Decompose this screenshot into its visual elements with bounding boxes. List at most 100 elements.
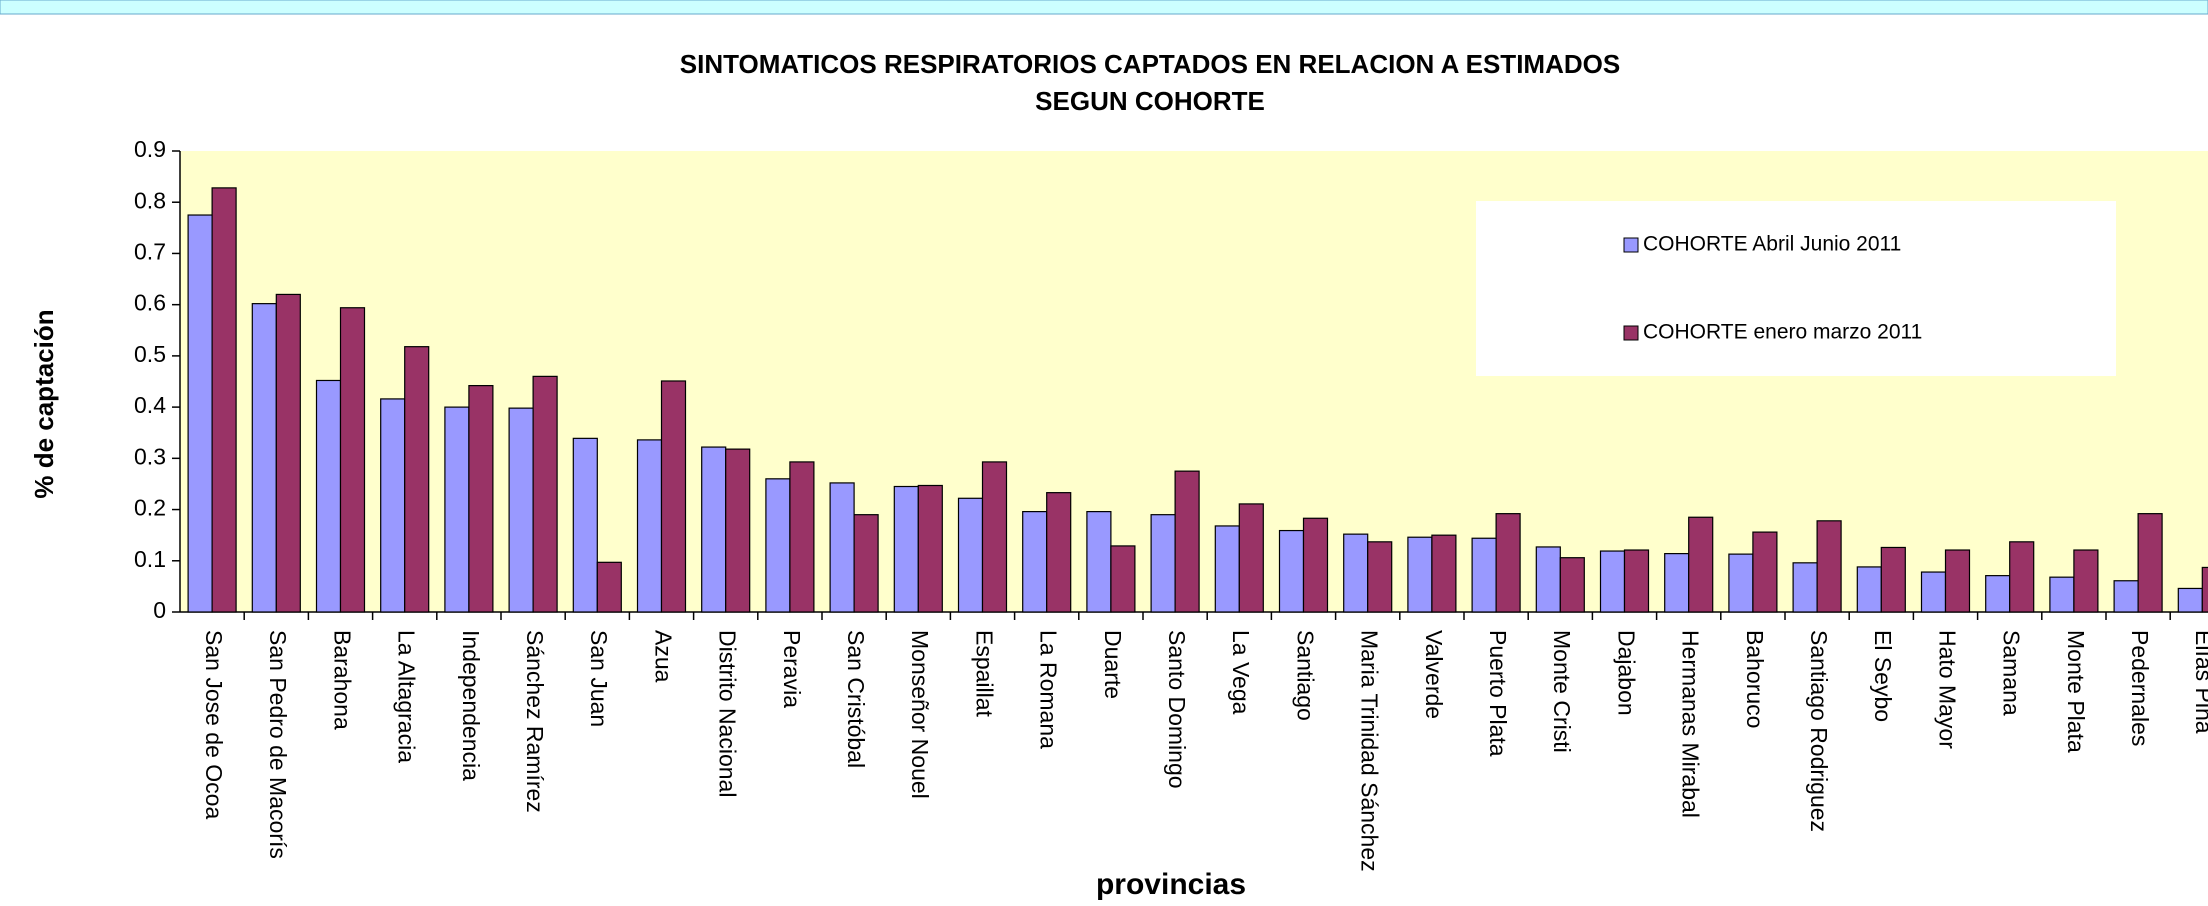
- bar: [1944, 549, 1971, 613]
- bar: [2073, 549, 2099, 613]
- x-tick-label: Santiago Rodriguez: [1806, 630, 1832, 832]
- bar: [1599, 550, 1626, 613]
- x-tick-label: Bahoruco: [1742, 630, 1768, 728]
- bar: [917, 484, 943, 613]
- bar: [789, 461, 815, 613]
- x-tick-label: San Cristóbal: [843, 630, 869, 768]
- x-tick-label: El Seybo: [1870, 630, 1896, 722]
- x-tick-label: Espaillat: [971, 630, 997, 718]
- bar: [1407, 536, 1433, 613]
- bar: [1880, 546, 1906, 613]
- legend-label: COHORTE Abril Junio 2011: [1643, 233, 1901, 256]
- bar: [2137, 513, 2163, 613]
- x-tick-label: San Jose de Ocoa: [201, 630, 227, 819]
- x-axis-title: provincias: [1096, 868, 1246, 901]
- x-tick-label: Hermanas Mirabal: [1678, 630, 1704, 818]
- bar: [251, 303, 277, 613]
- bar: [275, 293, 301, 613]
- bar: [1471, 537, 1497, 613]
- y-tick-label: 0: [153, 597, 166, 623]
- bar: [315, 379, 342, 613]
- y-tick-label: 0.5: [134, 341, 166, 367]
- y-axis-title: % de captación: [29, 309, 59, 498]
- x-tick-label: Sánchez Ramírez: [522, 630, 548, 813]
- bar: [1046, 492, 1072, 613]
- bar: [1920, 571, 1947, 613]
- bar: [1856, 566, 1882, 613]
- x-tick-label: Maria Trinidad Sánchez: [1357, 630, 1383, 872]
- bar: [1495, 513, 1521, 613]
- bar: [508, 407, 534, 613]
- bar: [1664, 553, 1690, 613]
- legend-swatch: [1623, 325, 1639, 341]
- x-tick-label: Monte Cristi: [1549, 630, 1575, 753]
- bar: [572, 437, 598, 613]
- x-tick-label: Santo Domingo: [1164, 630, 1190, 789]
- bar: [596, 561, 622, 613]
- x-tick-label: La Altagracia: [394, 630, 420, 763]
- bar: [1110, 545, 1136, 613]
- x-tick-label: Monseñor Nouel: [907, 630, 933, 799]
- bar: [468, 384, 494, 613]
- bar: [2009, 541, 2035, 613]
- bar: [211, 187, 237, 613]
- bar: [339, 307, 366, 613]
- bar: [701, 446, 727, 613]
- bar: [957, 497, 984, 613]
- bar: [1150, 514, 1176, 613]
- bar: [981, 461, 1008, 613]
- bar: [853, 514, 879, 613]
- bar: [2113, 580, 2139, 613]
- bar: [380, 398, 406, 613]
- x-tick-label: San Pedro de Macorís: [265, 630, 291, 859]
- y-tick-label: 0.2: [134, 495, 166, 521]
- x-tick-label: La Vega: [1228, 630, 1254, 715]
- bar: [1022, 511, 1048, 613]
- chart-title: SINTOMATICOS RESPIRATORIOS CAPTADOS EN R…: [680, 49, 1620, 79]
- x-tick-label: Independencia: [458, 630, 484, 781]
- bar: [1086, 511, 1112, 613]
- x-tick-label: Valverde: [1421, 630, 1447, 719]
- bar: [1559, 557, 1585, 613]
- x-tick-label: Peravia: [779, 630, 805, 708]
- bar: [660, 380, 687, 613]
- x-tick-label: Barahona: [329, 630, 355, 730]
- bar: [893, 485, 919, 613]
- x-tick-label: Monte Plata: [2063, 630, 2089, 753]
- bar: [725, 448, 751, 613]
- bar: [1238, 503, 1264, 613]
- bar: [1431, 534, 1457, 613]
- legend-swatch: [1623, 237, 1639, 253]
- y-tick-label: 0.1: [134, 546, 166, 572]
- x-tick-label: Hato Mayor: [1934, 630, 1960, 749]
- bar: [1367, 541, 1393, 613]
- bar: [1728, 553, 1754, 613]
- bar: [1985, 575, 2011, 613]
- y-tick-label: 0.4: [134, 392, 166, 418]
- x-tick-label: Duarte: [1100, 630, 1126, 699]
- bar: [1214, 525, 1240, 613]
- bar: [829, 482, 855, 613]
- top-strip: [0, 0, 2208, 15]
- x-tick-label: Santiago: [1292, 630, 1318, 721]
- bar: [404, 346, 430, 613]
- x-tick-label: Pedernales: [2127, 630, 2153, 746]
- bar: [2049, 576, 2075, 613]
- bar: [765, 478, 791, 613]
- bar: [636, 439, 663, 613]
- x-tick-label: Dajabon: [1613, 630, 1639, 716]
- x-tick-label: La Romana: [1036, 630, 1062, 749]
- bar: [1535, 546, 1561, 613]
- bar: [444, 406, 470, 613]
- bar: [1816, 520, 1842, 613]
- x-tick-label: Azua: [650, 630, 676, 683]
- y-tick-label: 0.6: [134, 290, 166, 316]
- x-tick-label: Samana: [1999, 630, 2025, 716]
- y-tick-label: 0.8: [134, 187, 166, 213]
- y-tick-label: 0.3: [134, 443, 166, 469]
- bar: [1343, 533, 1369, 613]
- x-tick-label: Puerto Plata: [1485, 630, 1511, 757]
- bar: [2177, 587, 2203, 613]
